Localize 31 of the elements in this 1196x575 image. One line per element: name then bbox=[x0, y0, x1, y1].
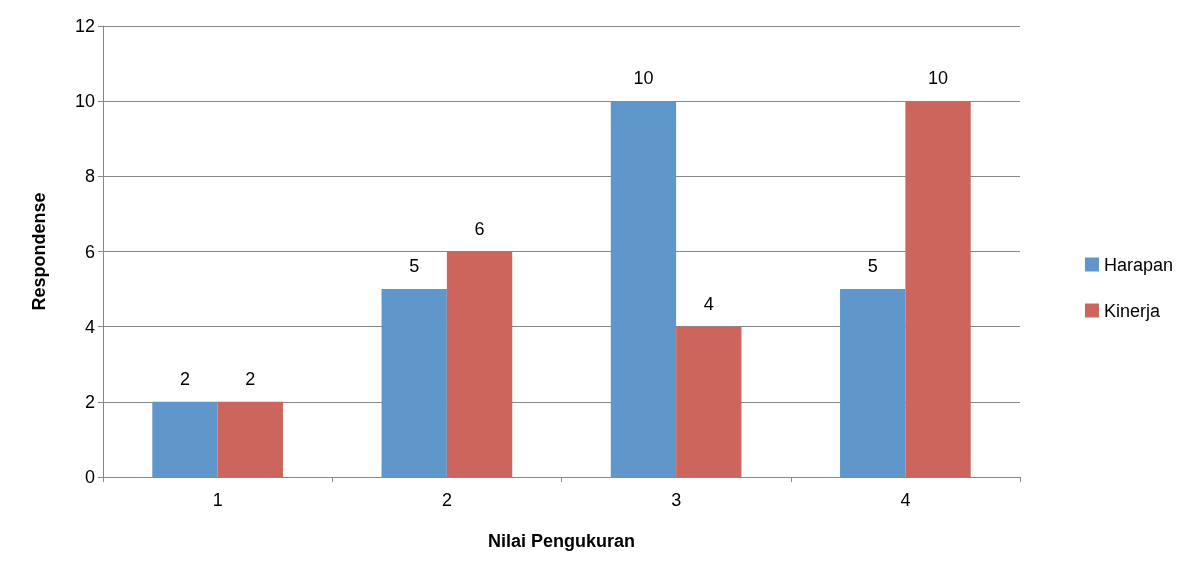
data-label: 5 bbox=[409, 256, 420, 277]
y-tick-label: 6 bbox=[84, 241, 95, 262]
x-tick-label: 3 bbox=[671, 490, 682, 510]
bar bbox=[446, 251, 513, 477]
data-label: 10 bbox=[928, 68, 949, 89]
bar bbox=[610, 101, 677, 477]
y-tick-label: 4 bbox=[84, 316, 95, 337]
y-tick-label: 12 bbox=[74, 16, 95, 36]
data-label: 6 bbox=[474, 218, 485, 239]
legend-label: Harapan bbox=[1103, 254, 1173, 275]
x-tick-label: 2 bbox=[441, 490, 452, 510]
data-label: 2 bbox=[245, 368, 256, 389]
bar bbox=[152, 401, 218, 477]
bar bbox=[676, 326, 742, 477]
data-label: 5 bbox=[867, 256, 878, 277]
bar bbox=[905, 101, 971, 477]
y-tick-label: 2 bbox=[84, 391, 95, 412]
data-label: 2 bbox=[179, 368, 190, 389]
bar bbox=[381, 289, 447, 477]
y-tick-label: 10 bbox=[74, 91, 95, 112]
bar bbox=[217, 401, 283, 477]
y-tick-label: 8 bbox=[84, 166, 95, 187]
legend-label: Kinerja bbox=[1103, 300, 1161, 321]
x-tick-label: 4 bbox=[900, 490, 911, 510]
x-axis-title: Nilai Pengukuran bbox=[487, 531, 636, 551]
x-tick-label: 1 bbox=[212, 490, 223, 510]
y-axis-title: Respondense bbox=[29, 192, 49, 311]
data-label: 10 bbox=[633, 68, 654, 89]
data-label: 4 bbox=[703, 293, 714, 314]
y-tick-label: 0 bbox=[84, 467, 95, 487]
bar bbox=[840, 289, 906, 477]
